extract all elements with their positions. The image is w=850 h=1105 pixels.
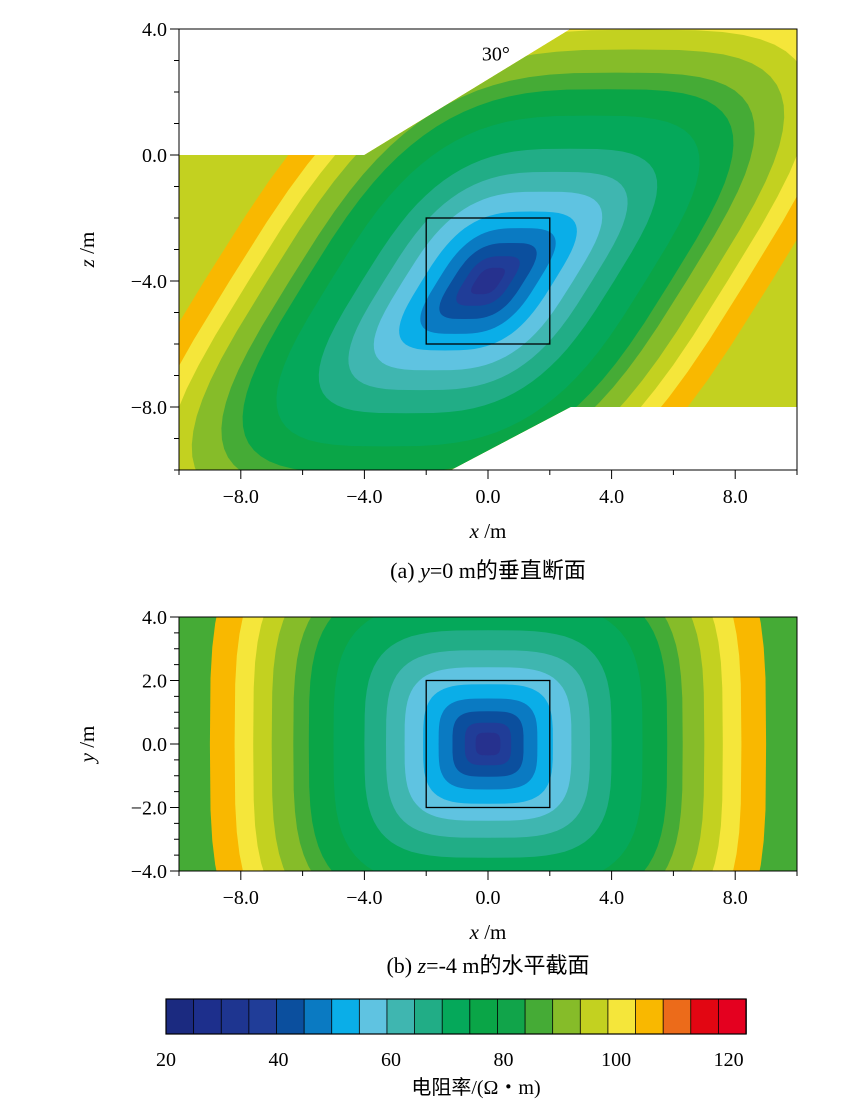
panel-b-resistivity-field — [179, 617, 797, 871]
colorbar-swatch — [414, 998, 443, 1035]
colorbar-swatch — [386, 998, 416, 1035]
panel-a-dip-annotation: 30° — [482, 44, 510, 66]
panel-a-x-tick-label: −8.0 — [223, 486, 259, 508]
panel-a-y-tick-label: 4.0 — [142, 19, 167, 41]
colorbar-swatch — [331, 998, 361, 1035]
panel-a-x-tick-label: 4.0 — [599, 486, 624, 508]
colorbar-swatch — [441, 998, 471, 1035]
panel-b-y-tick-label: 4.0 — [142, 607, 167, 629]
colorbar-swatch — [607, 998, 637, 1035]
colorbar-tick-label: 120 — [714, 1049, 744, 1071]
panel-b-y-tick-label: 0.0 — [142, 734, 167, 756]
panel-b-y-tick-label: −2.0 — [131, 798, 167, 820]
colorbar-tick-label: 80 — [494, 1049, 514, 1071]
colorbar-swatch — [717, 998, 747, 1035]
panel-b-caption: (b) z=-4 m的水平截面 — [386, 953, 589, 978]
panel-b-x-tick-label: 4.0 — [599, 887, 624, 909]
panel-b-y-axis-label: y /m — [75, 726, 99, 765]
colorbar-swatch — [579, 998, 609, 1035]
colorbar-swatch — [193, 998, 223, 1035]
colorbar-swatch — [220, 998, 250, 1035]
panel-a-x-tick-label: −4.0 — [346, 486, 382, 508]
panel-a-y-tick-label: 0.0 — [142, 145, 167, 167]
panel-a-x-tick-label: 8.0 — [723, 486, 748, 508]
panel-a-contour-band-14 — [471, 267, 505, 295]
panel-b-x-tick-label: −8.0 — [223, 887, 259, 909]
panel-a-y-tick-label: −8.0 — [131, 397, 167, 419]
panel-b-x-axis-label: x /m — [469, 920, 507, 944]
colorbar-swatch — [552, 998, 582, 1035]
colorbar-swatch — [497, 998, 526, 1035]
panel-b-y-tick-label: 2.0 — [142, 671, 167, 693]
panel-b-horizontal-section: −8.0 −4.0 0.0 4.0 8.04.02.00.0−2.0−4.0 x /m … — [75, 607, 798, 978]
panel-b-x-tick-label: 8.0 — [723, 887, 748, 909]
panel-b-y-tick-label: −4.0 — [131, 861, 167, 883]
panel-a-y-tick-label: −4.0 — [131, 271, 167, 293]
panel-a-vertical-section: −8.0 −4.0 0.0 4.0 8.0 4.0 0.0 −4.0 −8.0 30° x /m… — [75, 19, 798, 583]
colorbar-swatch — [165, 998, 195, 1035]
panel-a-y-axis-label: z /m — [75, 232, 99, 269]
panel-b-anomaly-box — [425, 679, 551, 809]
colorbar-swatch — [662, 998, 692, 1035]
colorbar-swatch — [690, 998, 720, 1035]
colorbar-swatch — [303, 998, 333, 1035]
panel-a-x-axis-label: x /m — [469, 519, 507, 543]
colorbar-tick-label: 40 — [269, 1049, 289, 1071]
panel-b-x-tick-label: 0.0 — [476, 887, 501, 909]
colorbar-swatch — [635, 998, 664, 1035]
colorbar-tick-label: 20 — [156, 1049, 176, 1071]
colorbar-swatch — [469, 998, 499, 1035]
colorbar-swatch — [276, 998, 305, 1035]
colorbar: 20 40 60 80 100 120 电阻率/(Ω・m) — [156, 998, 747, 1099]
colorbar-tick-label: 60 — [381, 1049, 401, 1071]
panel-b-ticks: −8.0 −4.0 0.0 4.0 8.0 4.0 2.0 0.0 −2.0 −4.0 — [131, 607, 798, 909]
colorbar-swatch — [524, 998, 554, 1035]
panel-b-x-tick-label: −4.0 — [346, 887, 382, 909]
panel-a-anomaly-box — [425, 217, 551, 345]
colorbar-swatch — [248, 998, 278, 1035]
colorbar-swatch — [358, 998, 388, 1035]
colorbar-tick-label: 100 — [601, 1049, 631, 1071]
panel-a-x-tick-label: 0.0 — [476, 486, 501, 508]
panel-b-contour-band-14 — [475, 732, 501, 756]
colorbar-frame — [165, 998, 747, 1035]
panel-a-caption: (a) y=0 m的垂直断面 — [390, 558, 586, 583]
panel-a-resistivity-field — [179, 29, 797, 470]
colorbar-title: 电阻率/(Ω・m) — [411, 1076, 540, 1099]
panel-a-ticks: −8.0 −4.0 0.0 4.0 8.0 4.0 0.0 −4.0 −8.0 — [131, 19, 798, 508]
